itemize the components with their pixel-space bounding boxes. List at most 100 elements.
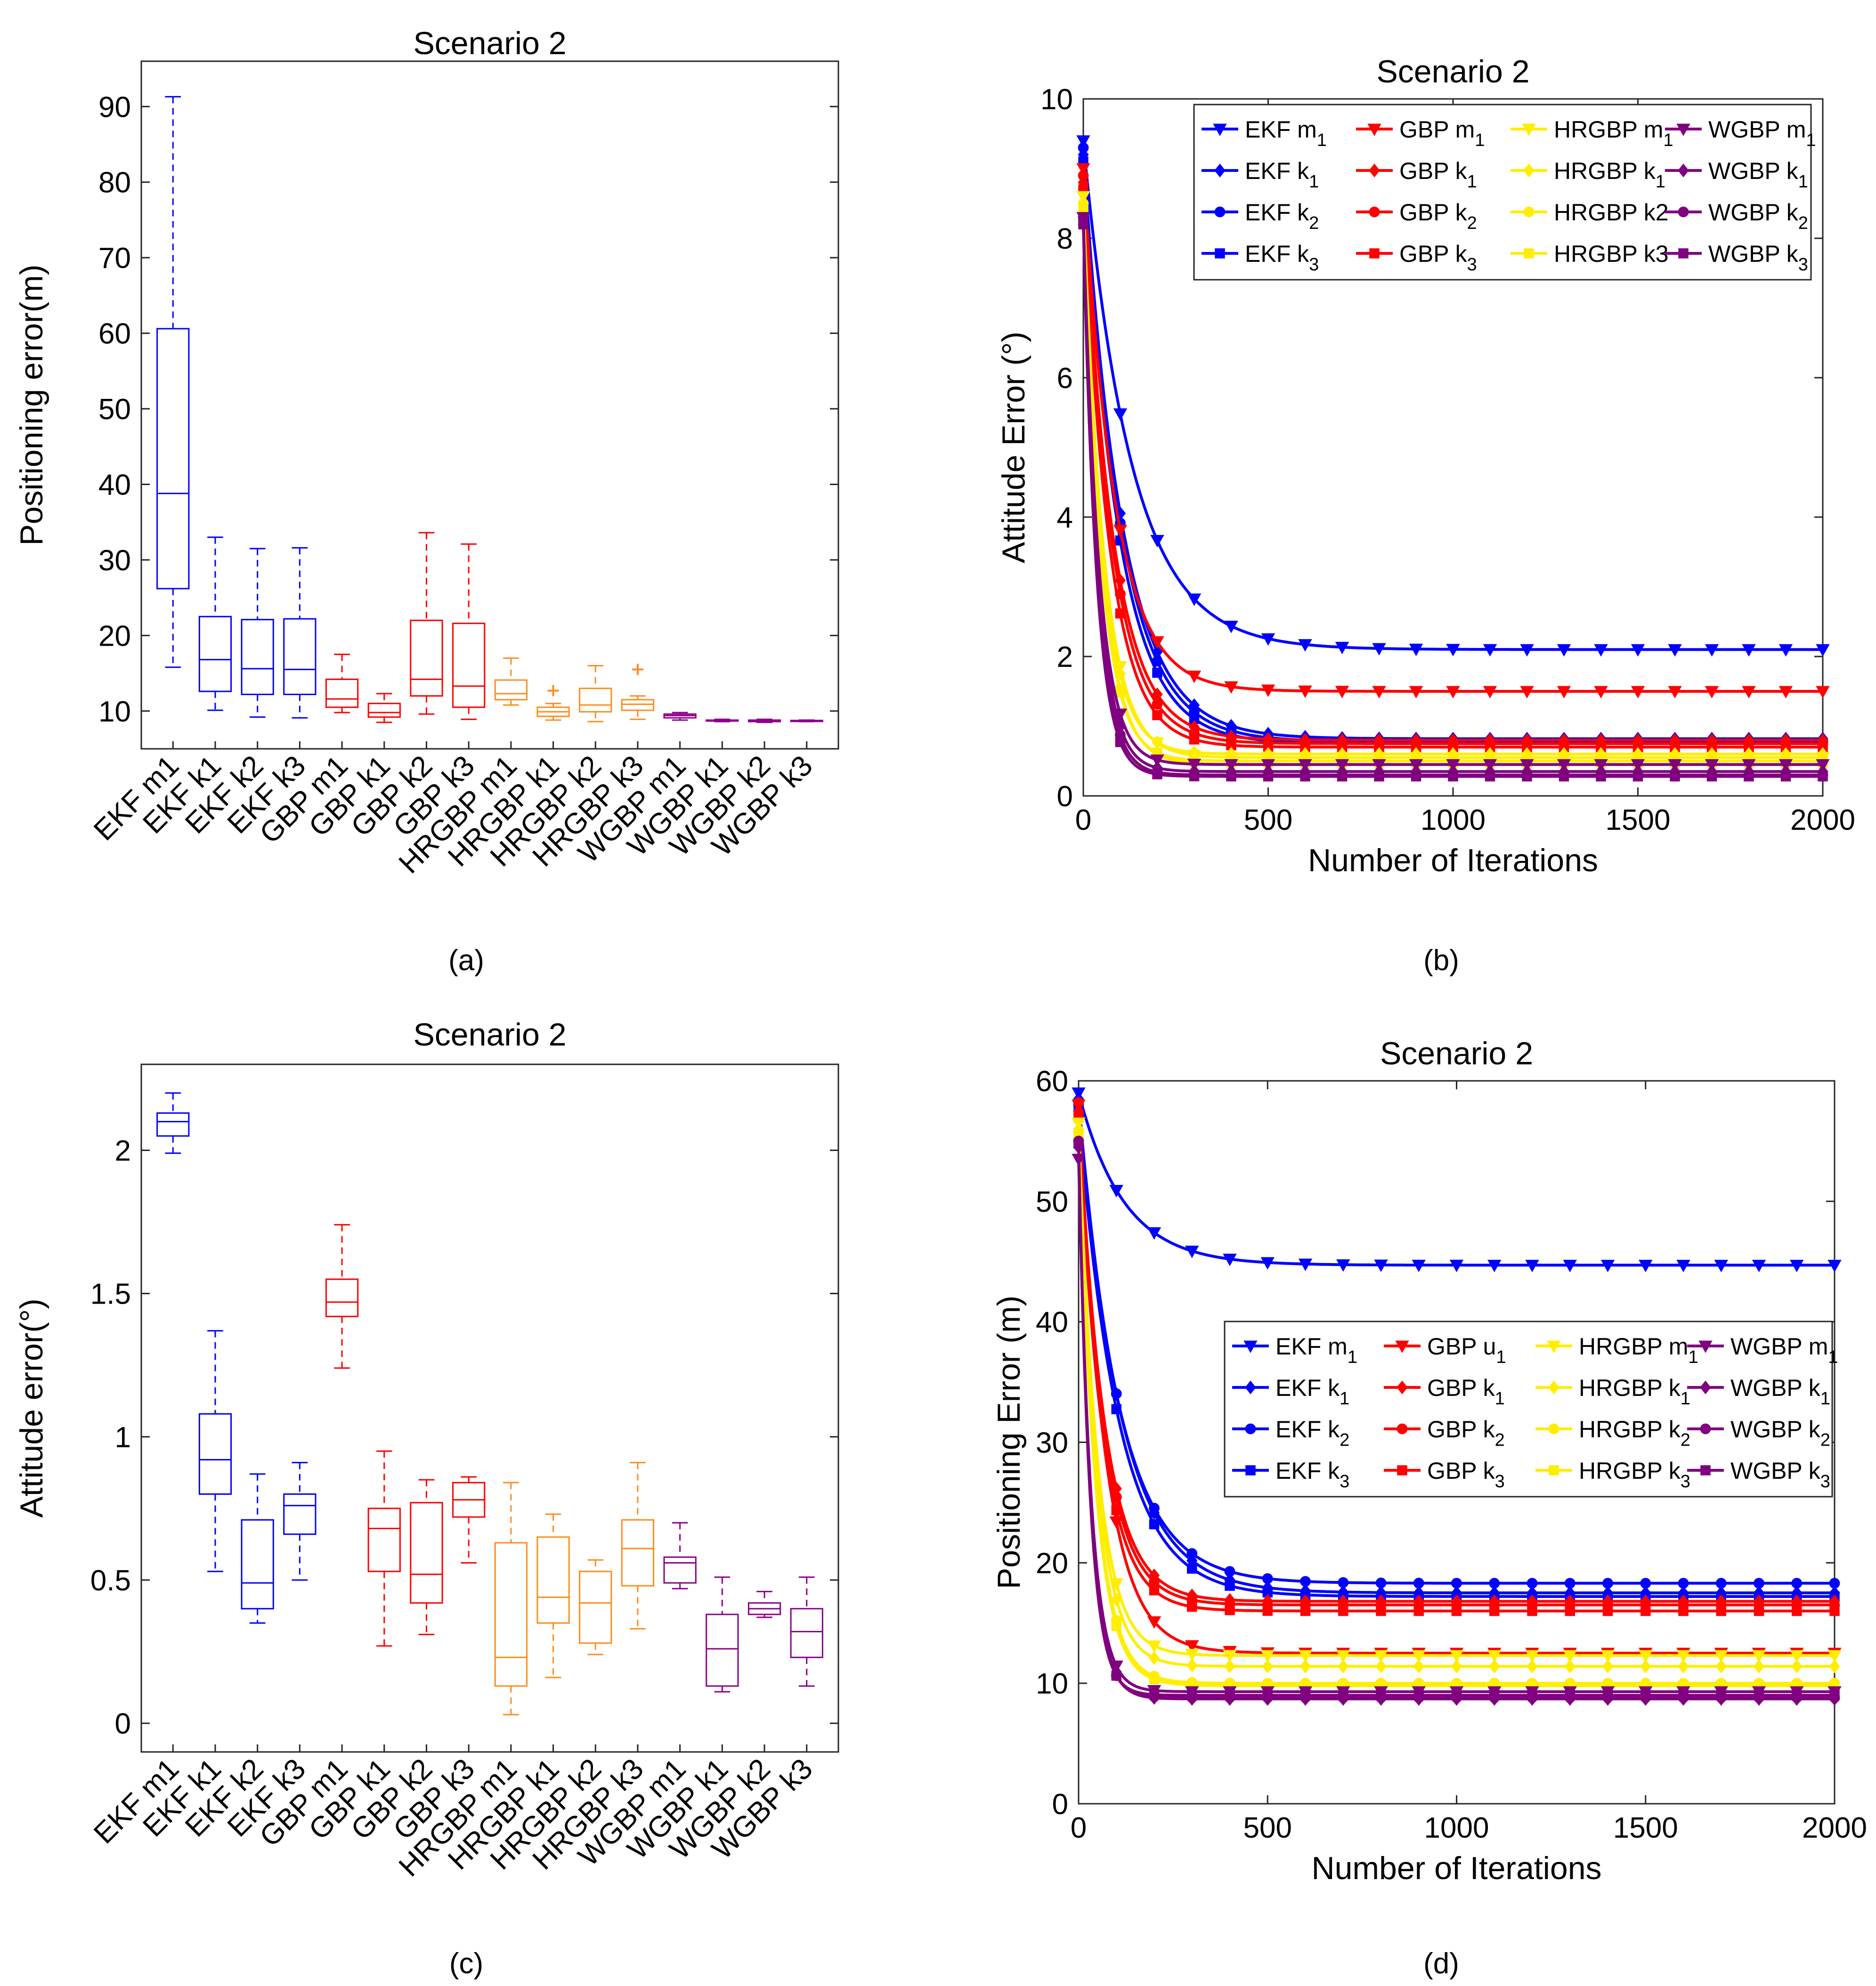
panel_d-legend-name: WGBP k [1730,1416,1821,1443]
panel_b-data-point [1150,535,1164,548]
panel_d-legend-marker [1245,1423,1256,1435]
panel_d-xtick-label: 500 [1243,1812,1292,1844]
panel_d-data-point [1716,1690,1726,1701]
panel_b-data-point [1189,734,1200,745]
panel_d-data-point [1527,1659,1538,1673]
panel_b-data-point [1298,639,1312,652]
panel_d-data-point [1602,1690,1613,1701]
panel_b-data-point [1152,667,1162,678]
panel_b-legend-label: WGBP k3 [1708,241,1808,275]
panel_d-data-point [1262,1573,1273,1584]
panel_d-data-point [1752,1260,1766,1273]
panel_c-caption: (c) [449,1947,483,1980]
panel_c-box [367,1508,401,1573]
panel_b-legend-marker [1369,163,1380,178]
panel_b-legend-marker [1369,206,1380,218]
panel_d-series [1073,1138,1840,1701]
panel_d-data-point [1678,1659,1689,1673]
panel_d-ytick-label: 0 [1052,1788,1068,1821]
panel_d-legend-marker [1395,1340,1409,1354]
panel_b-data-point [1113,408,1128,421]
panel_b-ytick-label: 0 [1057,780,1073,813]
panel_d-data-point [1225,1690,1235,1701]
panel_d-legend-label: GBP k3 [1427,1458,1505,1492]
panel_c-ytick-label: 1.5 [90,1278,131,1311]
panel_d-data-point [1790,1650,1804,1663]
panel_d-legend-marker [1700,1423,1711,1435]
panel_c-box [241,1519,274,1610]
panel_d-data-point [1223,1650,1237,1663]
panel_b-data-point [1078,142,1089,154]
panel_d-legend-label: WGBP k3 [1730,1458,1830,1492]
panel_d-data-point [1602,1659,1614,1673]
panel_b-legend-marker [1678,163,1689,178]
panel_b-data-point [1152,698,1163,710]
panel_d-data-point [1715,1578,1727,1589]
panel_b-data-point [1115,608,1126,619]
panel_d-legend-label: HRGBP k2 [1579,1416,1690,1450]
panel_b-legend-name: GBP k [1399,199,1468,226]
panel_a-caption: (a) [448,944,484,977]
panel_b-data-point [1078,219,1088,230]
panel_b-legend-marker [1524,248,1534,259]
panel_b-data-point [1448,771,1458,782]
panel_b-series [1076,135,1830,657]
panel_d-data-point [1224,1566,1235,1577]
panel_b-legend-label: WGBP m1 [1708,116,1816,150]
panel_b-legend-marker [1214,206,1226,218]
panel_b-data-point [1668,644,1682,657]
panel_d-legend-name: EKF k [1275,1416,1340,1443]
panel_d-legend-subscript: 1 [1828,1347,1838,1367]
panel_b-legend-label: WGBP k2 [1708,199,1808,233]
panel_d-data-point [1413,1605,1424,1616]
panel_d-data-point [1678,1690,1689,1701]
panel_d-data-point [1111,1621,1121,1631]
panel_d-data-point [1639,1650,1653,1663]
panel_b-data-point [1818,771,1828,782]
panel_b-data-point [1631,686,1645,699]
panel_d-legend-label: HRGBP m1 [1579,1333,1698,1367]
panel_b-data-point [1557,644,1571,657]
panel_a-ytick-label: 40 [98,469,131,501]
panel_b-data-point [1594,644,1608,657]
panel_d-data-point [1752,1650,1766,1663]
panel_b-legend-name: WGBP k [1708,241,1799,267]
panel_b-data-point [1226,771,1236,782]
panel_d-data-point [1376,1605,1386,1616]
panel_d-ytick-label: 40 [1036,1306,1068,1339]
panel_d-data-point [1678,1605,1689,1616]
panel_d-data-point [1640,1690,1651,1701]
panel_d-data-point [1678,1578,1689,1589]
panel_b-legend-name: WGBP k [1708,158,1799,184]
panel_d-data-point [1754,1578,1764,1589]
panel_b-legend-marker [1523,163,1535,178]
panel_d-caption: (d) [1423,1947,1459,1980]
panel_b-data-point [1335,641,1349,655]
panel_d-data-point [1412,1259,1426,1273]
panel_b-data-point [1706,771,1717,782]
panel_d-data-point [1338,1659,1349,1673]
panel_d-data-point [1714,1650,1728,1663]
panel_d-data-point [1754,1690,1764,1701]
panel_d-data-point [1791,1578,1803,1589]
panel_b-data-point [1779,686,1793,699]
panel_b-data-point [1076,135,1090,148]
panel_d-ytick-label: 10 [1036,1668,1068,1700]
panel_d-legend-marker [1700,1465,1711,1475]
panel_d-legend-label: EKF k3 [1275,1458,1349,1492]
panel_d-data-point [1413,1578,1424,1589]
panel_d-legend-name: HRGBP k [1579,1458,1681,1484]
panel_d-legend-label: GBP u1 [1427,1333,1506,1367]
panel_d-data-point [1338,1577,1349,1588]
panel_d-data-point [1111,1505,1121,1515]
panel_b-legend-marker [1522,123,1536,137]
panel_a-ytick-label: 20 [98,620,131,652]
panel_b-data-point [1261,684,1275,697]
panel_c-box [536,1536,570,1624]
panel_d-legend-subscript: 2 [1340,1430,1349,1450]
panel_d-data-point [1792,1605,1802,1616]
